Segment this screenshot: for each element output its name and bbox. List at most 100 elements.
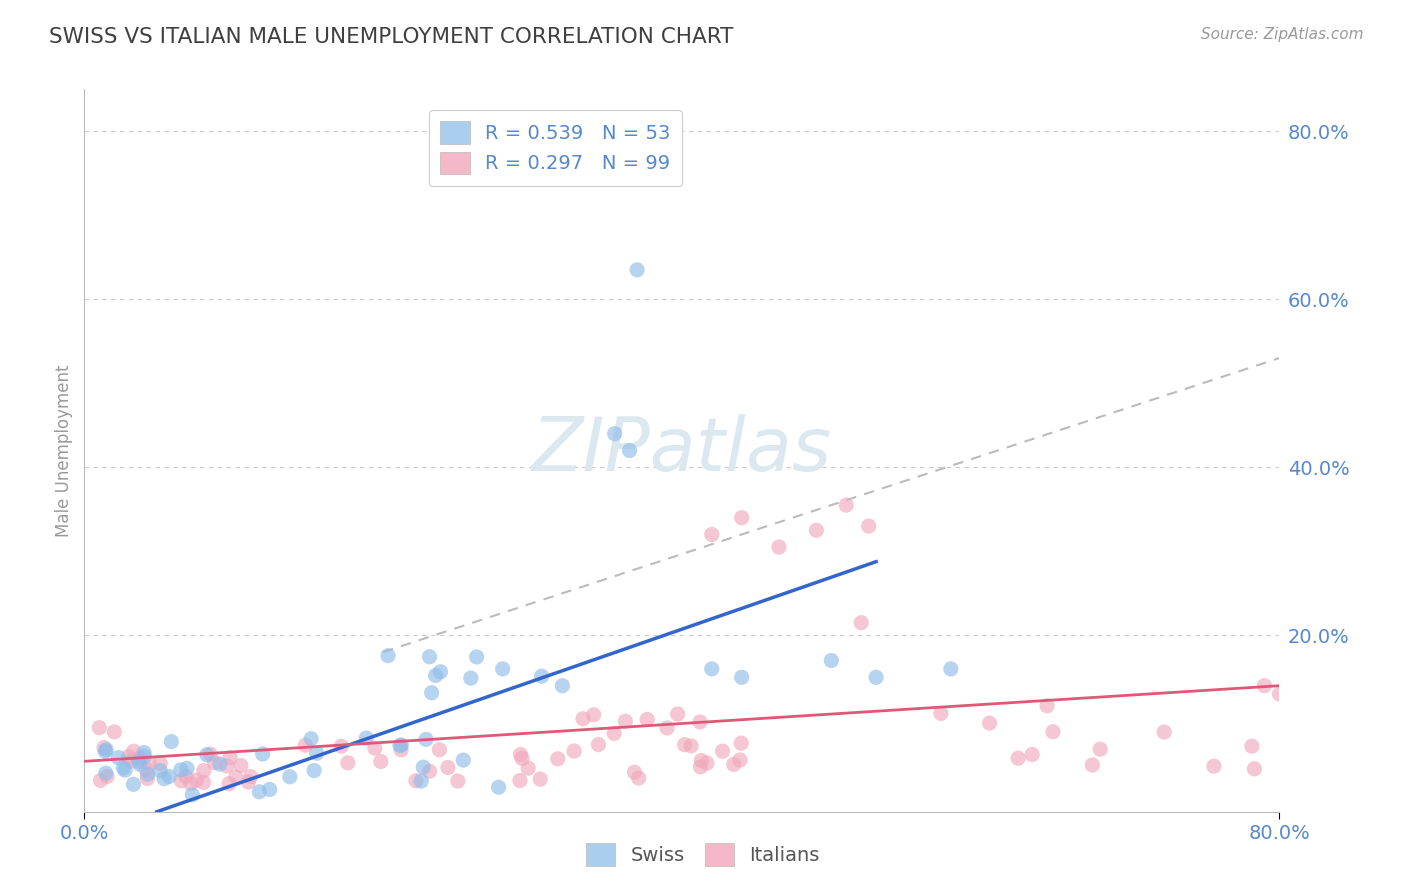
Point <box>929 706 952 721</box>
Point <box>219 750 242 764</box>
Point <box>259 782 281 797</box>
Point <box>370 755 392 769</box>
Point <box>731 510 754 524</box>
Point <box>180 776 202 790</box>
Point <box>238 775 260 789</box>
Point <box>90 773 112 788</box>
Point <box>94 742 117 756</box>
Text: SWISS VS ITALIAN MALE UNEMPLOYMENT CORRELATION CHART: SWISS VS ITALIAN MALE UNEMPLOYMENT CORRE… <box>49 27 734 46</box>
Point <box>112 761 135 775</box>
Point <box>420 686 443 700</box>
Point <box>120 754 142 768</box>
Point <box>128 754 150 768</box>
Point <box>336 756 359 770</box>
Point <box>588 738 610 752</box>
Point <box>728 753 751 767</box>
Point <box>135 763 157 777</box>
Point <box>294 738 316 752</box>
Point <box>711 744 734 758</box>
Point <box>619 443 641 458</box>
Point <box>107 750 129 764</box>
Point <box>673 738 696 752</box>
Point <box>208 757 231 772</box>
Point <box>603 426 626 441</box>
Point <box>94 766 117 780</box>
Point <box>419 649 441 664</box>
Point <box>247 785 270 799</box>
Point <box>851 615 873 630</box>
Point <box>405 773 427 788</box>
Point <box>134 749 156 764</box>
Point <box>1081 758 1104 772</box>
Point <box>1243 762 1265 776</box>
Point <box>530 669 553 683</box>
Point <box>429 665 451 679</box>
Point <box>299 731 322 746</box>
Point <box>627 771 650 785</box>
Point <box>354 731 377 746</box>
Point <box>492 662 515 676</box>
Point <box>425 668 447 682</box>
Point <box>377 648 399 663</box>
Point <box>128 757 150 772</box>
Point <box>149 764 172 778</box>
Point <box>1088 742 1111 756</box>
Point <box>429 743 451 757</box>
Point <box>460 671 482 685</box>
Point <box>510 751 533 765</box>
Point <box>415 732 437 747</box>
Point <box>136 767 159 781</box>
Y-axis label: Male Unemployment: Male Unemployment <box>55 364 73 537</box>
Point <box>157 769 180 783</box>
Point <box>453 753 475 767</box>
Point <box>447 774 470 789</box>
Point <box>174 769 197 783</box>
Point <box>768 540 790 554</box>
Point <box>170 773 193 788</box>
Point <box>835 498 858 512</box>
Point <box>411 774 433 789</box>
Point <box>626 262 648 277</box>
Point <box>1021 747 1043 762</box>
Point <box>700 662 723 676</box>
Point <box>278 770 301 784</box>
Point <box>939 662 962 676</box>
Point <box>181 788 204 802</box>
Legend: Swiss, Italians: Swiss, Italians <box>578 835 828 873</box>
Point <box>603 726 626 740</box>
Text: Source: ZipAtlas.com: Source: ZipAtlas.com <box>1201 27 1364 42</box>
Point <box>681 739 703 753</box>
Point <box>128 751 150 765</box>
Point <box>696 756 718 770</box>
Point <box>170 763 193 777</box>
Point <box>547 752 569 766</box>
Point <box>117 749 139 764</box>
Point <box>465 649 488 664</box>
Point <box>215 759 238 773</box>
Point <box>252 747 274 761</box>
Point <box>666 706 689 721</box>
Point <box>1268 687 1291 701</box>
Point <box>103 725 125 739</box>
Point <box>582 707 605 722</box>
Point <box>305 746 328 760</box>
Point <box>114 763 136 777</box>
Point <box>412 760 434 774</box>
Point <box>517 761 540 775</box>
Point <box>225 770 247 784</box>
Point <box>176 761 198 775</box>
Point <box>218 777 240 791</box>
Point <box>509 747 531 762</box>
Point <box>149 756 172 771</box>
Point <box>509 773 531 788</box>
Point <box>614 714 637 729</box>
Point <box>239 770 262 784</box>
Point <box>89 721 111 735</box>
Point <box>1042 724 1064 739</box>
Point <box>655 721 678 735</box>
Point <box>195 747 218 762</box>
Point <box>979 716 1001 731</box>
Text: ZIPatlas: ZIPatlas <box>531 415 832 486</box>
Point <box>153 772 176 786</box>
Point <box>302 764 325 778</box>
